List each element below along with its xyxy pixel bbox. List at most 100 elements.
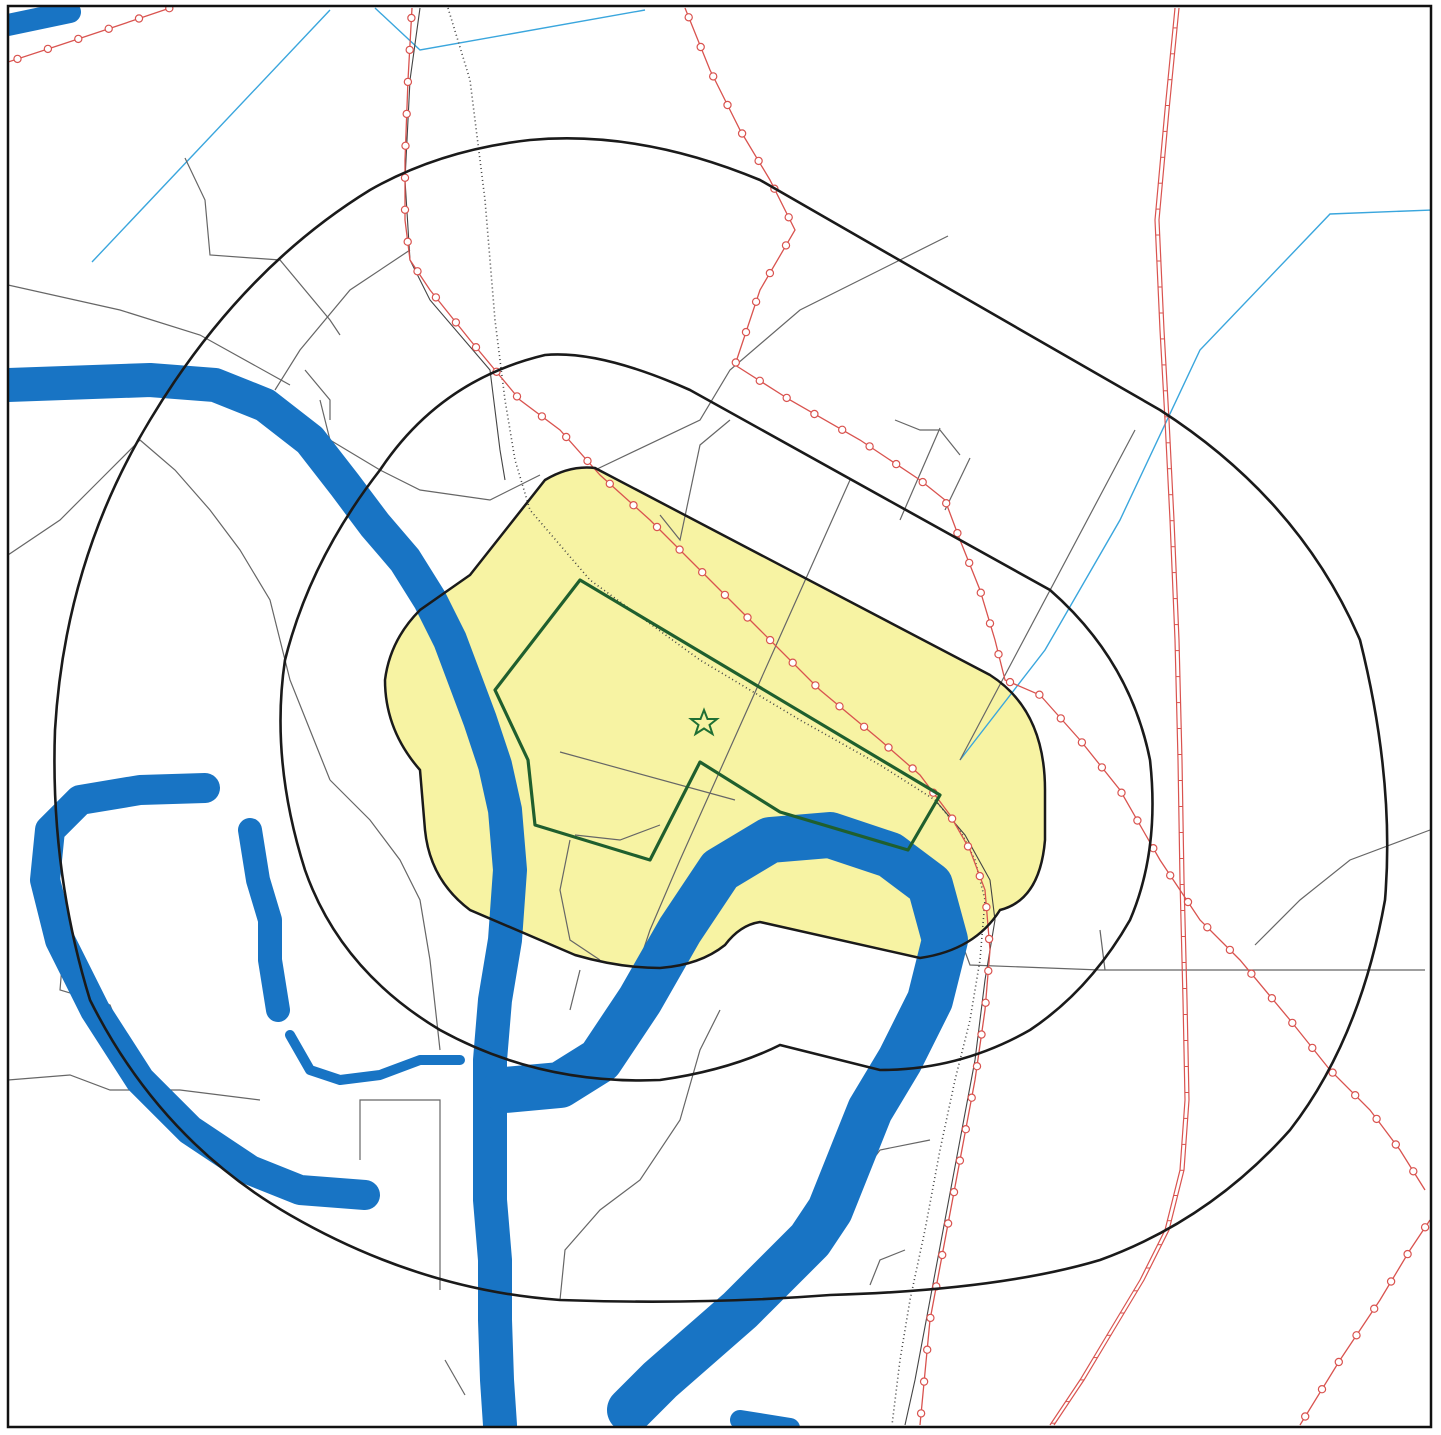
pipeline-marker — [955, 1156, 965, 1165]
pipeline-marker — [402, 109, 411, 119]
map-frame — [6, 4, 1433, 1429]
pipeline-marker — [810, 409, 819, 419]
pipeline-marker — [975, 871, 985, 881]
pipeline-marker — [43, 44, 53, 54]
pipeline-marker — [1403, 1249, 1412, 1259]
pipeline-marker — [1300, 1412, 1310, 1421]
pipeline-marker — [977, 1030, 986, 1039]
buffer-rings — [53, 137, 1389, 1303]
pipeline-marker — [1117, 788, 1126, 797]
pipeline-marker — [967, 1093, 976, 1102]
pipeline-marker — [1077, 738, 1087, 747]
pipeline-marker — [976, 588, 986, 597]
pipeline-marker — [562, 432, 571, 442]
pipeline-marker — [838, 425, 847, 434]
pipeline-marker — [1225, 945, 1235, 955]
pipeline-marker — [1391, 1140, 1401, 1149]
pipeline-marker — [1247, 969, 1256, 978]
pipeline-marker — [134, 14, 144, 23]
pipeline-marker — [892, 459, 901, 469]
pipeline-marker — [709, 72, 718, 81]
pipeline-marker — [537, 412, 547, 421]
pipeline-marker — [104, 24, 113, 33]
pipeline-marker — [884, 743, 893, 752]
pipeline-marker — [984, 966, 993, 976]
pipeline-marker — [938, 1250, 947, 1260]
pipeline-marker — [963, 842, 973, 851]
pipeline-marker — [74, 34, 83, 44]
pipeline-marker — [782, 393, 791, 403]
pipeline-marker — [919, 1377, 929, 1386]
inner-buffer-ring — [279, 353, 1154, 1082]
pipeline-marker — [985, 619, 995, 628]
pipeline-marker — [961, 1124, 971, 1134]
pipeline-marker — [953, 528, 962, 538]
pipeline-marker — [1308, 1043, 1317, 1053]
pipeline-marker — [1386, 1277, 1396, 1286]
pipeline-marker — [675, 545, 684, 554]
pipeline-marker — [1352, 1331, 1361, 1340]
pipeline-marker — [400, 173, 410, 182]
pipeline-marker — [981, 998, 990, 1008]
pipeline-marker — [741, 327, 751, 337]
pipeline-marker — [1334, 1357, 1344, 1367]
river-polygons — [8, 6, 968, 1427]
pipeline-marker — [1369, 1304, 1379, 1313]
star-icon[interactable] — [688, 707, 720, 737]
pipeline-marker — [942, 499, 951, 508]
pipeline-marker — [1005, 677, 1015, 687]
pipeline-marker — [1056, 714, 1066, 723]
pipeline-marker — [811, 681, 820, 690]
pipeline-marker — [512, 392, 522, 401]
pipeline-marker — [737, 129, 747, 138]
pipeline-marker — [583, 456, 592, 466]
pipeline-marker — [698, 568, 707, 577]
pipeline-marker — [413, 267, 422, 276]
pipeline-marker — [1035, 690, 1044, 699]
pipeline-marker — [451, 318, 461, 327]
pipeline-marker — [1409, 1167, 1418, 1176]
pipeline-marker — [1267, 994, 1277, 1003]
pipeline-marker — [652, 522, 662, 532]
pipeline-marker — [1133, 816, 1142, 825]
pipeline-marker — [984, 934, 994, 944]
pipeline-marker — [972, 1061, 982, 1071]
pipeline-marker — [696, 42, 705, 52]
pipeline-marker — [1165, 871, 1175, 880]
pipeline-marker — [1288, 1018, 1297, 1028]
pipeline-marker — [755, 376, 765, 385]
pipeline-marker — [471, 343, 481, 352]
pipeline-marker — [835, 702, 844, 711]
pipeline-marker — [405, 45, 414, 55]
pipeline-marker — [1350, 1090, 1360, 1100]
pipeline-marker — [918, 477, 927, 487]
pipeline-marker — [1317, 1384, 1327, 1394]
pipeline-marker — [765, 268, 775, 278]
pipeline-marker — [865, 442, 874, 451]
pipeline-marker — [923, 1345, 932, 1354]
pipeline-marker — [1420, 1223, 1430, 1232]
pipeline-marker — [916, 1409, 926, 1418]
highlighted-zone-outline — [383, 466, 1047, 970]
pipeline-marker — [949, 1187, 959, 1197]
pipeline-marker — [403, 237, 412, 246]
pipeline-marker — [947, 814, 957, 823]
pipeline-marker — [765, 635, 775, 645]
pipeline-marker — [401, 141, 410, 150]
outer-buffer-ring — [53, 137, 1389, 1303]
site-boundary[interactable] — [493, 578, 942, 862]
pipeline-marker — [788, 658, 797, 667]
pipeline-marker — [720, 590, 730, 600]
pipeline-marker — [1097, 763, 1107, 772]
stream-lines — [91, 7, 1431, 761]
pipeline-marker — [965, 558, 974, 568]
pipeline-marker — [723, 100, 732, 110]
pipeline-marker — [605, 479, 615, 488]
pipeline-marker — [400, 205, 410, 214]
pipeline-marker — [754, 156, 763, 166]
pipeline-marker — [982, 902, 991, 912]
pipeline-marker — [781, 241, 791, 250]
pipeline-marker — [13, 54, 22, 64]
